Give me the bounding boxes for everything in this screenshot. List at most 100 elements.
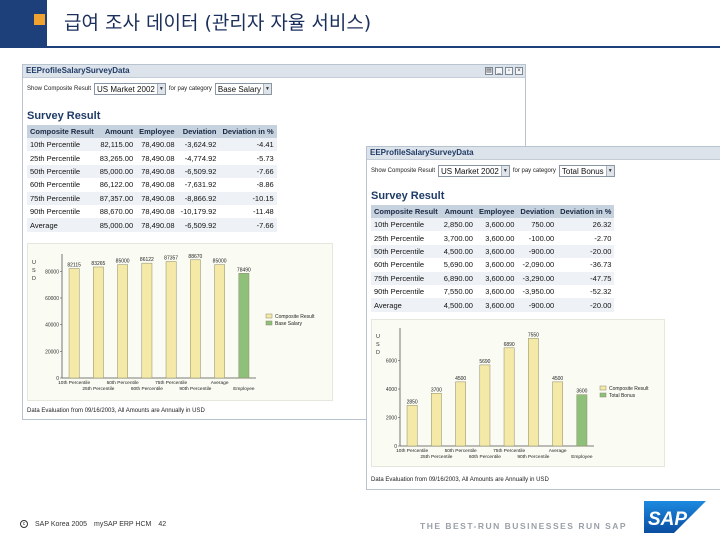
market-select-value: US Market 2002	[97, 84, 155, 94]
cell: -900.00	[517, 244, 558, 259]
composite-bar	[503, 347, 515, 447]
col-header[interactable]: Amount	[96, 125, 137, 138]
data-evaluation-note: Data Evaluation from 09/16/2003, All Amo…	[27, 408, 205, 414]
table-header-row: Composite Result Amount Employee Deviati…	[27, 125, 277, 138]
cell: -8.86	[219, 178, 277, 192]
x-tick-label: 75th Percentile	[155, 380, 187, 386]
composite-bar	[93, 266, 104, 379]
footer-page-number: 42	[158, 520, 167, 528]
legend-label: Composite Result	[609, 386, 649, 392]
col-header[interactable]: Composite Result	[371, 205, 441, 218]
employee-bar	[238, 273, 250, 379]
col-header[interactable]: Amount	[440, 205, 476, 218]
panel-title: EEProfileSalarySurveyData	[26, 66, 130, 75]
table-row: 75th Percentile 87,357.00 78,490.08 -8,866.…	[27, 191, 277, 205]
market-select[interactable]: US Market 2002 ▼	[438, 165, 510, 177]
composite-bar	[552, 381, 563, 447]
cell: 3,600.00	[475, 244, 518, 259]
panel-titlebar: EEProfileSalarySurveyData	[367, 147, 720, 160]
col-header[interactable]: Employee	[136, 125, 178, 138]
pay-category-value: Base Salary	[217, 84, 262, 94]
cell: -2,090.00	[517, 258, 558, 272]
col-header[interactable]: Employee	[475, 205, 518, 218]
market-select[interactable]: US Market 2002 ▼	[94, 83, 166, 95]
cell: Average	[27, 218, 97, 232]
cell: 78,490.08	[136, 164, 178, 179]
y-axis-label: D	[376, 350, 380, 356]
salary-survey-panel-bonus: EEProfileSalarySurveyData Show Composite…	[366, 146, 720, 490]
cell: -3,950.00	[517, 284, 558, 299]
x-tick-label: 60th Percentile	[469, 454, 501, 460]
section-title: Survey Result	[27, 110, 101, 122]
bar-data-label: 88670	[188, 254, 202, 260]
footer-copyright: SAP Korea 2005	[35, 520, 88, 528]
bar-data-label: 78490	[237, 267, 251, 273]
y-axis-label: U	[32, 260, 36, 266]
col-header[interactable]: Deviation in %	[219, 125, 277, 138]
cell: 75th Percentile	[27, 191, 97, 205]
table-row: 90th Percentile 7,550.00 3,600.00 -3,950.00…	[371, 284, 615, 299]
sap-logo: SAP	[644, 501, 706, 533]
cell: Average	[371, 298, 441, 312]
composite-bar	[431, 393, 442, 447]
legend-label: Composite Result	[275, 314, 315, 320]
col-header[interactable]: Composite Result	[27, 125, 97, 138]
cell: 10th Percentile	[27, 138, 97, 152]
x-tick-label: 10th Percentile	[58, 380, 90, 386]
x-tick-label: 60th Percentile	[131, 386, 163, 392]
y-tick-label: 20000	[45, 349, 59, 355]
panel-menu-icon[interactable]: ▤	[485, 67, 493, 75]
y-axis-label: S	[376, 342, 380, 348]
cell: 26.32	[557, 218, 615, 232]
bar-data-label: 83265	[91, 261, 105, 267]
cell: 83,265.00	[96, 151, 137, 165]
cell: -36.73	[557, 258, 615, 272]
cell: -47.75	[557, 271, 615, 285]
cell: -100.00	[517, 231, 558, 245]
cell: -6,509.92	[177, 218, 220, 232]
chevron-down-icon: ▼	[263, 84, 272, 94]
pay-category-label: for pay category	[168, 86, 212, 92]
slide-title: 급여 조사 데이터 (관리자 자율 서비스)	[64, 12, 372, 34]
cell: 3,600.00	[475, 298, 518, 312]
composite-bar	[479, 364, 491, 447]
table-row: 25th Percentile 83,265.00 78,490.08 -4,774.…	[27, 151, 277, 165]
bar-data-label: 4500	[552, 376, 563, 382]
cell: -10,179.92	[177, 204, 220, 219]
cell: -3,290.00	[517, 271, 558, 285]
pay-category-select[interactable]: Base Salary ▼	[214, 83, 273, 95]
y-axis-label: D	[32, 276, 36, 282]
cell: 75th Percentile	[371, 271, 441, 285]
x-tick-label: 25th Percentile	[420, 454, 452, 460]
panel-restore-icon[interactable]: ▫	[505, 67, 513, 75]
panel-window-controls: ▤ _ ▫ ×	[485, 67, 523, 75]
table-row: 75th Percentile 6,890.00 3,600.00 -3,290.00…	[371, 271, 615, 285]
cell: -5.73	[219, 151, 277, 165]
col-header[interactable]: Deviation	[177, 125, 220, 138]
y-tick-label: 0	[394, 444, 397, 450]
survey-result-table: Composite Result Amount Employee Deviati…	[27, 125, 277, 232]
cell: 750.00	[517, 218, 558, 232]
col-header[interactable]: Deviation	[517, 205, 558, 218]
chevron-down-icon: ▼	[156, 84, 165, 94]
panel-minimize-icon[interactable]: _	[495, 67, 503, 75]
market-select-value: US Market 2002	[441, 166, 499, 176]
cell: 3,600.00	[475, 258, 518, 272]
cell: 90th Percentile	[371, 284, 441, 299]
pay-category-select[interactable]: Total Bonus ▼	[558, 165, 615, 177]
cell: 78,490.08	[136, 218, 178, 232]
composite-bar	[165, 261, 177, 379]
col-header[interactable]: Deviation in %	[557, 205, 615, 218]
x-tick-label: 90th Percentile	[517, 454, 549, 460]
cell: 85,000.00	[96, 218, 137, 232]
table-row: 50th Percentile 4,500.00 3,600.00 -900.00 -2…	[371, 244, 615, 259]
footer-course: mySAP ERP HCM	[94, 520, 152, 528]
bar-data-label: 2850	[407, 399, 418, 405]
composite-bar	[190, 259, 201, 379]
cell: 2,850.00	[440, 218, 476, 232]
cell: -2.70	[557, 231, 615, 245]
panel-close-icon[interactable]: ×	[515, 67, 523, 75]
cell: 78,490.08	[136, 138, 178, 152]
cell: -20.00	[557, 244, 615, 259]
cell: -4.41	[219, 138, 277, 152]
